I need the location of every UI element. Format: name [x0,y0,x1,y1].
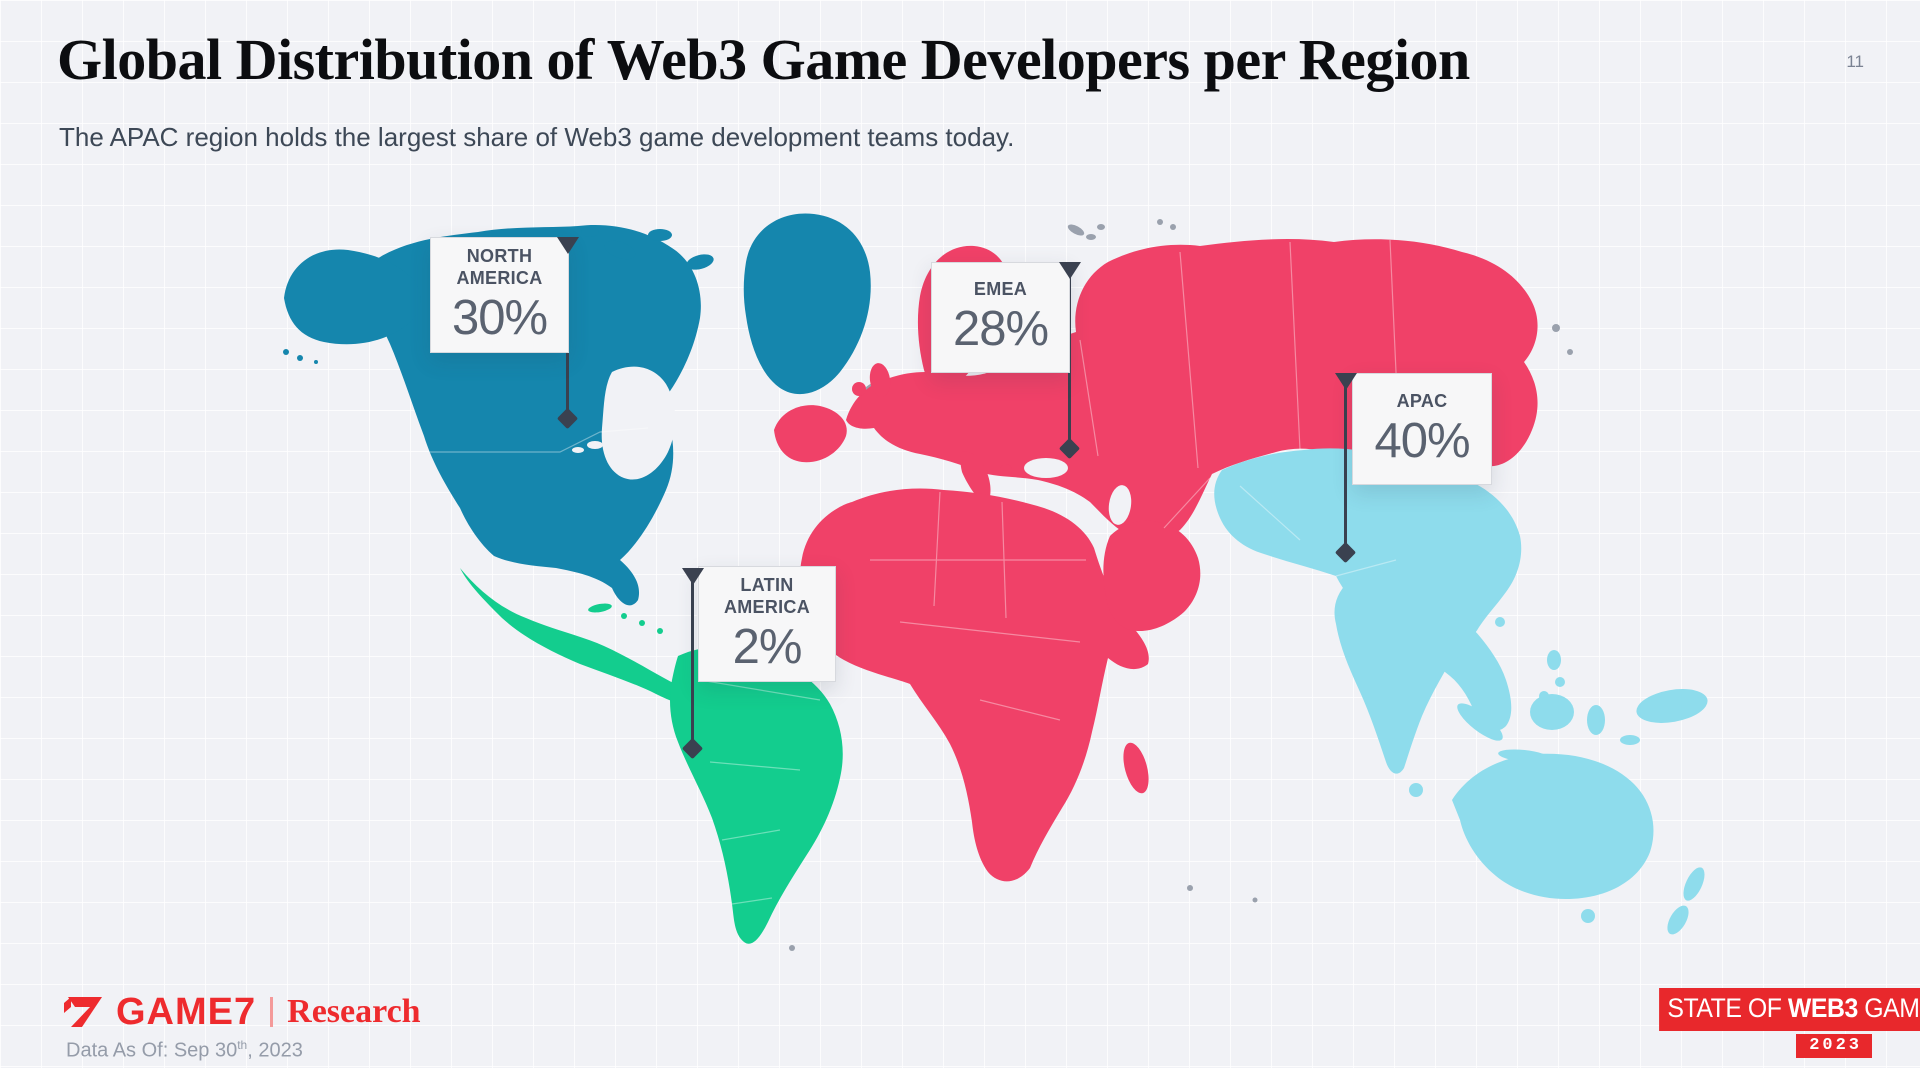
sea-carves [572,366,1132,525]
game7-logo: GAME7 Research [64,990,421,1034]
game7-wordmark: GAME7 [116,990,257,1033]
page-subtitle: The APAC region holds the largest share … [59,122,1015,152]
callout-share-value: 40% [1374,413,1470,468]
callout-box: NORTH AMERICA 30% [430,237,569,353]
callout-region-label: LATIN AMERICA [723,574,811,617]
pin-arrow-icon [682,568,704,585]
region-latin-america [460,568,843,944]
callout-box: APAC 40% [1352,373,1492,485]
data-as-of: Data As Of: Sep 30th, 2023 [66,1038,303,1063]
page-title: Global Distribution of Web3 Game Develop… [57,27,1470,92]
region-apac [1214,448,1708,935]
data-as-of-text: Data As Of: Sep 30 [66,1039,238,1062]
pin-line [1344,373,1347,552]
state-of-web3-gaming-badge: STATE OF WEB3 GAMING 2023 [1632,988,1920,1058]
callout-share-value: 2% [732,619,803,674]
callout-share-value: 28% [952,302,1049,357]
data-as-of-year: , 2023 [247,1039,303,1062]
pin-arrow-icon [557,237,579,254]
callout-box: LATIN AMERICA 2% [698,566,836,682]
region-north-america [283,213,871,606]
region-emea [774,239,1538,882]
callout-box: EMEA 28% [931,262,1070,373]
data-as-of-ordinal: th [237,1038,248,1052]
country-borders [430,239,1401,905]
pin-arrow-icon [1335,373,1357,390]
pin-arrow-icon [1059,262,1081,279]
callout-region-label: NORTH AMERICA [456,245,543,288]
badge-title: STATE OF WEB3 GAMING [1659,988,1920,1031]
logo-divider [270,997,274,1027]
callout-share-value: 30% [451,290,548,345]
badge-web3: WEB3 [1787,993,1858,1023]
callout-region-label: APAC [1396,390,1448,411]
callout-region-label: EMEA [973,279,1028,300]
pin-line [691,568,694,748]
badge-year: 2023 [1796,1034,1872,1058]
badge-gaming: GAMING [1864,993,1920,1023]
research-wordmark: Research [287,993,421,1030]
badge-state-of: STATE OF [1667,993,1782,1023]
game7-mark-icon [64,997,102,1027]
page-number: 11 [1846,52,1864,71]
